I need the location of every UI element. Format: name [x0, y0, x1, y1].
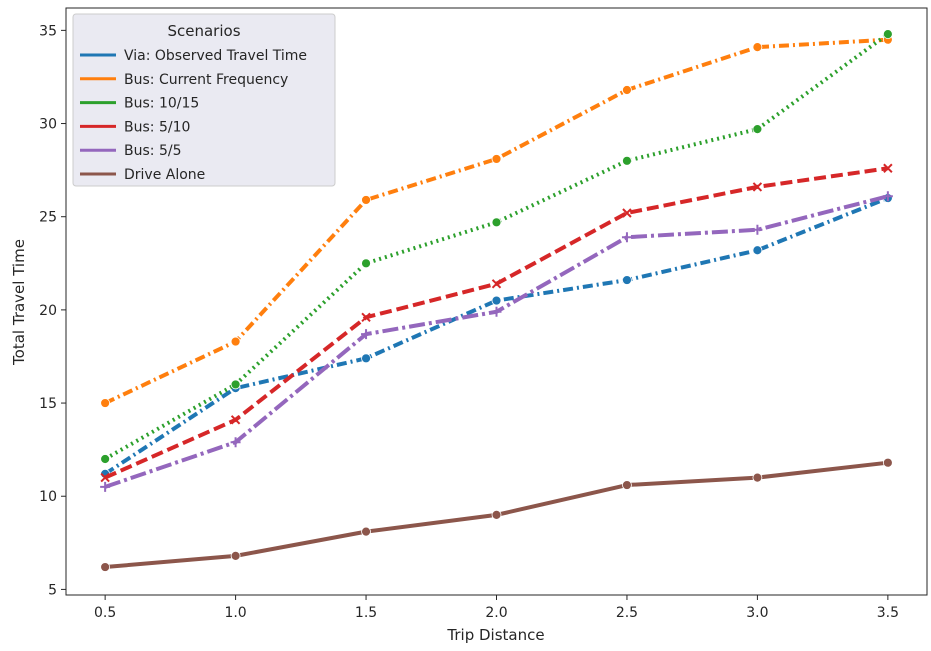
legend-label: Bus: Current Frequency: [124, 72, 288, 88]
y-tick-label: 5: [48, 582, 57, 598]
data-point: [491, 295, 502, 306]
data-point: [491, 306, 502, 317]
data-point: [100, 472, 110, 483]
y-axis-label: Total Travel Time: [10, 239, 28, 366]
data-point: [361, 353, 371, 364]
y-tick-label: 15: [39, 396, 57, 412]
data-point: [491, 509, 502, 520]
x-tick-label: 3.5: [877, 605, 899, 621]
legend-item: Bus: Current Frequency: [80, 72, 288, 88]
data-point: [100, 562, 111, 572]
data-point: [621, 232, 632, 243]
data-point: [491, 154, 502, 164]
y-tick-label: 10: [39, 489, 57, 505]
data-point: [622, 480, 632, 490]
data-point: [361, 195, 371, 205]
legend-label: Via: Observed Travel Time: [124, 48, 307, 64]
x-tick-label: 2.5: [616, 605, 638, 621]
data-point: [491, 279, 502, 289]
legend-label: Drive Alone: [124, 167, 205, 183]
x-tick-label: 2.0: [485, 605, 507, 621]
data-point: [361, 526, 371, 537]
data-point: [752, 472, 763, 483]
x-tick-label: 1.5: [355, 605, 377, 621]
data-point: [230, 550, 241, 561]
data-point: [622, 155, 632, 166]
data-point: [882, 29, 893, 39]
data-point: [882, 457, 893, 468]
legend-label: Bus: 5/5: [124, 143, 181, 159]
y-tick-label: 20: [39, 303, 57, 319]
data-point: [100, 454, 111, 464]
data-point: [361, 312, 371, 323]
x-tick-label: 3.0: [746, 605, 768, 621]
data-point: [491, 217, 502, 228]
data-point: [230, 379, 241, 390]
data-point: [100, 481, 111, 492]
legend-box: [72, 13, 336, 187]
data-point: [752, 42, 763, 53]
data-point: [882, 191, 893, 202]
data-point: [100, 398, 111, 408]
legend-label: Bus: 10/15: [124, 96, 199, 112]
legend-item: Via: Observed Travel Time: [80, 48, 307, 64]
y-tick-label: 30: [39, 117, 57, 133]
data-point: [622, 208, 632, 218]
series-3: [100, 163, 893, 483]
data-point: [622, 275, 632, 285]
legend-items: Via: Observed Travel Time Bus: Current Fr…: [80, 48, 307, 183]
legend-item: Bus: 5/5: [80, 143, 181, 159]
x-tick-label: 0.5: [94, 605, 116, 621]
legend: Scenarios Via: Observed Travel Time Bus: …: [72, 13, 336, 187]
legend-item: Bus: 5/10: [80, 119, 190, 135]
y-tick-label: 35: [39, 23, 57, 39]
x-axis: 0.5 1.0 1.5 2.0 2.5 3.0 3.5: [94, 595, 899, 621]
x-tick-label: 1.0: [224, 605, 246, 621]
series-2: [100, 29, 893, 464]
data-point: [230, 437, 241, 448]
y-tick-label: 25: [39, 210, 57, 226]
legend-item: Drive Alone: [80, 167, 205, 183]
data-point: [230, 415, 241, 425]
data-point: [230, 336, 241, 347]
data-point: [752, 124, 763, 135]
data-point: [361, 329, 372, 340]
data-point: [752, 182, 763, 192]
series-4: [100, 191, 893, 492]
legend-label: Bus: 5/10: [124, 119, 190, 135]
legend-title: Scenarios: [167, 22, 240, 40]
x-axis-label: Trip Distance: [446, 626, 544, 644]
legend-item: Bus: 10/15: [80, 96, 199, 112]
data-point: [361, 258, 371, 269]
data-point: [752, 224, 763, 235]
data-point: [883, 163, 893, 173]
data-point: [752, 245, 763, 256]
data-point: [622, 85, 632, 95]
series-5: [100, 457, 893, 572]
y-axis: 5 10 15 20 25 30 35: [39, 23, 66, 598]
series-layer: [100, 29, 893, 572]
